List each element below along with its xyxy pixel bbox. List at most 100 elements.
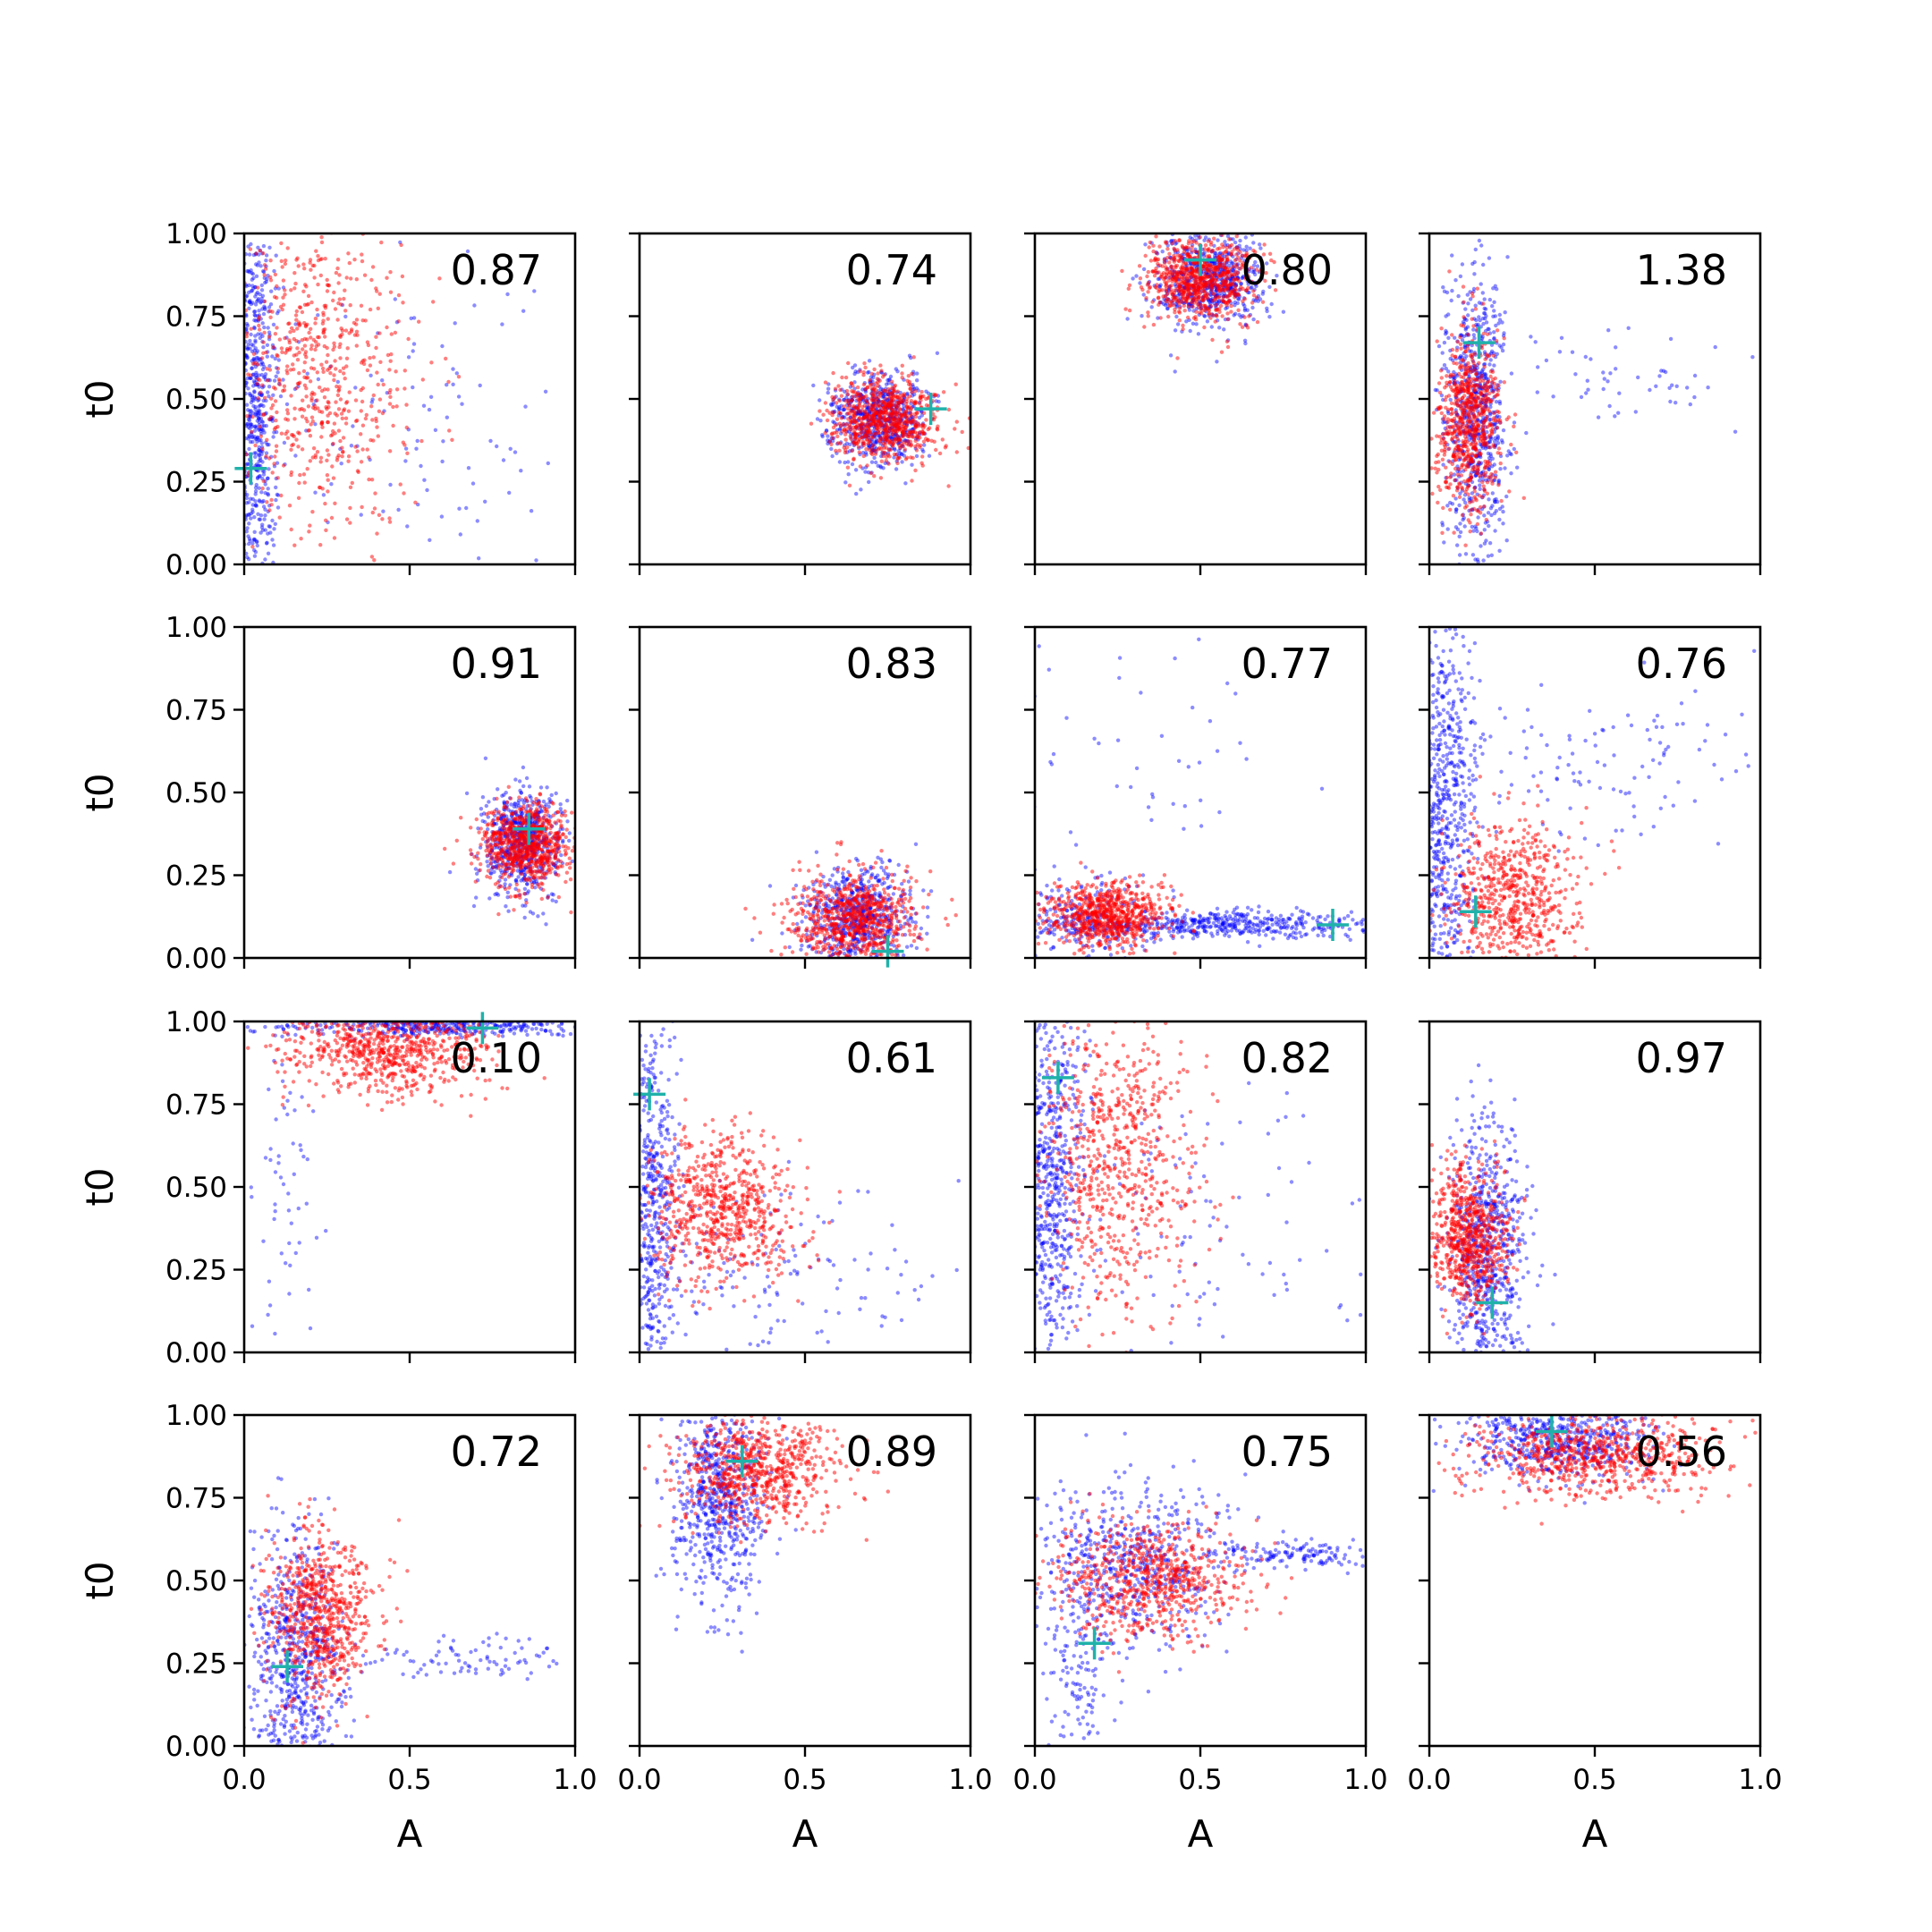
blue-point (1168, 353, 1174, 358)
blue-point (1458, 274, 1463, 279)
red-point (885, 434, 890, 439)
red-point (1224, 283, 1230, 287)
blue-point (1256, 299, 1260, 303)
blue-point (253, 550, 258, 555)
red-point (250, 545, 255, 549)
red-point (1458, 342, 1463, 346)
red-point (1182, 250, 1186, 255)
blue-point (244, 530, 249, 534)
red-point (864, 423, 869, 428)
blue-point (261, 269, 266, 274)
red-point (292, 286, 297, 291)
blue-point (253, 503, 258, 507)
blue-point (1442, 540, 1446, 545)
blue-point (244, 345, 249, 350)
blue-point (483, 499, 487, 504)
red-point (1453, 422, 1458, 428)
blue-point (260, 419, 266, 425)
blue-point (1497, 343, 1502, 348)
blue-point (253, 294, 258, 299)
red-point (1195, 269, 1199, 275)
blue-point (1496, 479, 1501, 484)
red-point (344, 364, 349, 369)
red-point (855, 391, 860, 396)
red-point (318, 543, 323, 547)
red-point (332, 344, 337, 349)
blue-point (263, 375, 267, 379)
blue-point (1158, 283, 1163, 287)
blue-point (1497, 402, 1503, 406)
red-point (307, 428, 311, 433)
subplot-3: 0.80 (1024, 232, 1368, 575)
blue-point (252, 530, 257, 534)
red-point (867, 426, 871, 431)
red-point (368, 363, 373, 368)
red-point (346, 454, 352, 459)
blue-point (271, 543, 276, 547)
red-point (905, 396, 910, 401)
red-point (856, 445, 861, 449)
red-point (935, 428, 940, 432)
blue-point (260, 500, 265, 504)
red-point (301, 262, 306, 267)
red-point (274, 418, 278, 423)
blue-point (262, 423, 267, 428)
red-point (1157, 270, 1161, 275)
blue-point (247, 434, 251, 438)
red-point (1251, 289, 1256, 293)
blue-point (508, 446, 513, 451)
red-point (286, 321, 291, 326)
blue-point (1442, 289, 1447, 293)
blue-point (267, 443, 271, 447)
blue-point (1490, 504, 1495, 508)
red-point (960, 429, 964, 435)
red-point (896, 419, 901, 423)
red-point (1217, 260, 1222, 266)
red-point (292, 417, 297, 421)
blue-point (1606, 328, 1611, 333)
blue-point (244, 284, 249, 289)
red-point (300, 406, 304, 411)
y-tick-label: 1.00 (165, 218, 227, 250)
red-point (388, 290, 394, 294)
red-point (1185, 267, 1190, 272)
blue-point (1223, 240, 1227, 244)
blue-point (457, 506, 462, 511)
red-point (292, 353, 296, 358)
red-point (1470, 452, 1475, 456)
true-value-marker (234, 452, 267, 485)
blue-point (867, 359, 872, 363)
red-point (1226, 293, 1232, 298)
red-point (1233, 272, 1239, 277)
red-point (1169, 264, 1174, 268)
blue-point (249, 268, 253, 273)
red-point (347, 390, 352, 394)
red-point (1247, 314, 1251, 318)
blue-point (1440, 523, 1445, 528)
red-point (873, 398, 877, 402)
blue-point (445, 383, 449, 387)
red-point (1177, 318, 1182, 323)
blue-point (1243, 341, 1248, 346)
red-point (283, 288, 287, 292)
red-point (860, 404, 865, 410)
red-point (359, 303, 364, 308)
red-point (870, 403, 876, 408)
red-point (304, 394, 309, 399)
blue-point (1509, 371, 1514, 376)
blue-point (1474, 526, 1479, 530)
red-point (353, 445, 358, 449)
blue-point (251, 286, 256, 291)
red-point (846, 417, 851, 421)
red-point (1173, 239, 1178, 243)
red-point (847, 483, 852, 487)
blue-point (370, 397, 375, 402)
red-point (394, 404, 399, 409)
blue-point (1512, 446, 1517, 452)
red-point (272, 427, 277, 431)
blue-point (1464, 354, 1469, 359)
red-point (1193, 318, 1199, 322)
blue-point (251, 538, 257, 542)
red-point (877, 445, 882, 450)
blue-point (245, 462, 250, 466)
